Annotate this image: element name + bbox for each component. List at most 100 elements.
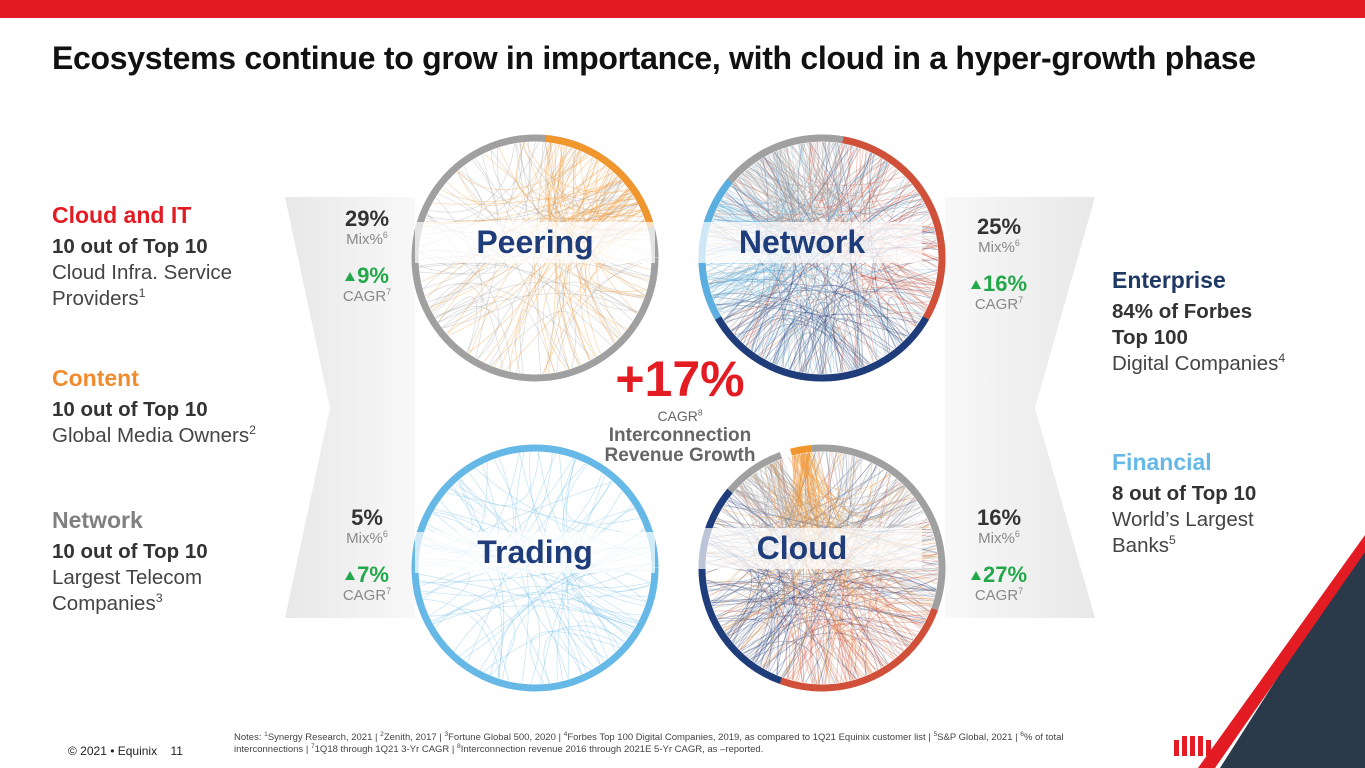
chord [708, 573, 790, 627]
chord [789, 306, 836, 372]
text: Mix% [346, 530, 383, 547]
chord [709, 268, 825, 375]
chord [805, 453, 872, 518]
chord [477, 158, 596, 360]
chord [519, 309, 556, 374]
chord [818, 334, 842, 375]
chord [748, 145, 809, 186]
chord [819, 290, 931, 375]
chord [537, 149, 607, 208]
chord [784, 332, 833, 374]
chord [759, 469, 905, 651]
chord [519, 142, 619, 222]
ring-arc [811, 444, 946, 611]
chord [816, 145, 882, 216]
segment: Financial 8 out of Top 10 World’s Larges… [1112, 449, 1292, 559]
chord [735, 180, 910, 335]
chord [862, 184, 919, 203]
chord [712, 296, 869, 365]
chord [773, 152, 871, 364]
chord [453, 591, 629, 652]
chord [602, 169, 622, 209]
chord [711, 600, 888, 664]
chord [729, 613, 818, 685]
chord [841, 630, 896, 674]
chord [707, 271, 903, 343]
chord [481, 154, 570, 370]
chord [438, 293, 638, 323]
circle-label: Cloud [682, 528, 922, 569]
chord [736, 143, 814, 204]
chord [715, 300, 776, 323]
chord [565, 464, 640, 525]
chord [813, 141, 930, 217]
chord [594, 290, 637, 332]
chord [434, 300, 489, 329]
left-band [285, 197, 415, 618]
chord [454, 452, 540, 507]
segment-bold: 8 out of Top 10 [1112, 482, 1257, 505]
chord [786, 603, 924, 679]
chord [855, 291, 921, 339]
chord [727, 579, 926, 636]
chord [544, 142, 556, 186]
chord [728, 159, 807, 223]
chord [543, 148, 575, 374]
text: CAGR [974, 296, 1019, 313]
chord [772, 456, 855, 674]
note-text: Synergy Research, 2021 | [267, 732, 378, 743]
chord [732, 311, 862, 368]
chord [719, 143, 807, 206]
chord [555, 145, 570, 370]
chord [516, 142, 623, 200]
chord [749, 145, 853, 187]
chord [743, 172, 912, 195]
chord [801, 453, 928, 618]
chord [595, 160, 633, 222]
chord [433, 605, 635, 628]
chord [815, 308, 854, 371]
chord [735, 487, 906, 524]
sup: 6 [1014, 529, 1020, 539]
ring-arc [545, 134, 655, 228]
chord [809, 481, 901, 684]
sup: 7 [1018, 586, 1024, 596]
segment-text: Digital Companies4 [1112, 351, 1312, 377]
chord [742, 483, 794, 654]
chord [840, 478, 913, 517]
chord [561, 481, 613, 660]
chord [731, 304, 769, 332]
chord [830, 452, 845, 511]
segment-heading: Cloud and IT [52, 202, 192, 228]
chord [525, 142, 630, 193]
text: 27% [982, 562, 1028, 587]
chord [435, 296, 514, 365]
chord [710, 451, 821, 603]
segment-text: Cloud Infra. Service Providers1 [52, 260, 292, 312]
chord [722, 290, 926, 320]
chord [740, 287, 932, 341]
chord [729, 469, 767, 639]
chord [739, 459, 787, 651]
chord [450, 478, 487, 517]
chord [797, 454, 905, 513]
chord [459, 169, 638, 219]
chord [429, 183, 625, 308]
circle-stats: 25% Mix%6 16% CAGR7 [949, 215, 1049, 313]
chord [858, 268, 922, 332]
chord [712, 199, 923, 222]
segment-bold: 10 out of Top 10 [52, 540, 208, 563]
chord [712, 144, 846, 223]
note-sup: 2 [380, 730, 384, 738]
chord [446, 143, 552, 207]
cagr-value: 7% [317, 563, 417, 587]
chord [781, 305, 922, 367]
chord [747, 463, 788, 493]
chord [772, 296, 814, 373]
chord [562, 153, 643, 217]
chord [440, 480, 473, 531]
mix-label: Mix%6 [949, 529, 1049, 548]
chord [419, 262, 509, 303]
chord [718, 146, 795, 213]
chord [762, 617, 910, 669]
